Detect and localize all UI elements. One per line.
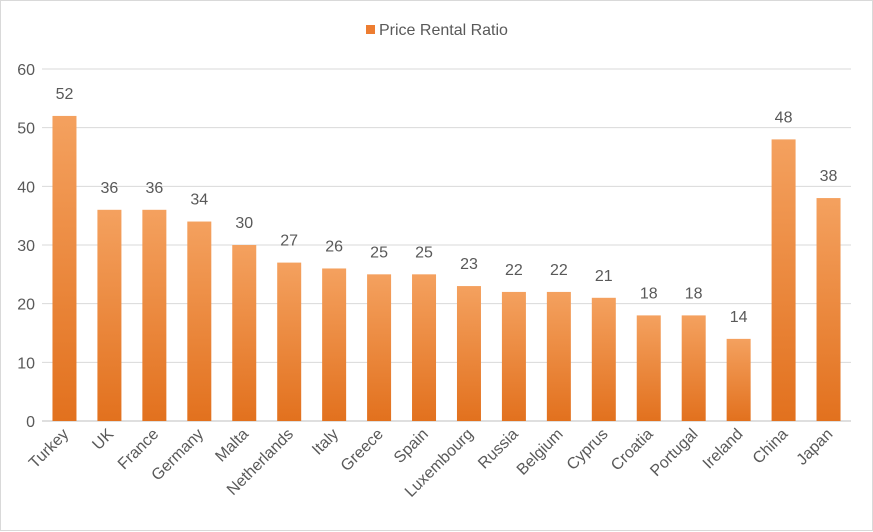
legend: Price Rental Ratio xyxy=(366,22,508,39)
data-label: 22 xyxy=(550,262,568,279)
y-tick-label: 10 xyxy=(17,355,35,372)
data-label: 18 xyxy=(685,285,703,302)
data-label: 36 xyxy=(145,180,163,197)
x-tick-label: Belgium xyxy=(514,426,567,479)
bar xyxy=(681,315,706,421)
data-label: 25 xyxy=(370,244,388,261)
bar xyxy=(546,291,571,421)
bar xyxy=(726,338,751,421)
x-tick-label: China xyxy=(750,426,792,468)
bar xyxy=(142,209,167,421)
x-tick-label: UK xyxy=(90,426,118,454)
legend-swatch xyxy=(366,25,375,34)
bar xyxy=(187,221,212,421)
y-tick-label: 20 xyxy=(17,297,35,314)
data-label: 21 xyxy=(595,268,613,285)
gridlines xyxy=(42,68,851,422)
bar xyxy=(97,209,122,421)
bar xyxy=(636,315,661,421)
bar xyxy=(277,262,302,421)
y-tick-label: 40 xyxy=(17,179,35,196)
bar xyxy=(501,291,526,421)
bars xyxy=(52,115,841,421)
data-label: 48 xyxy=(775,109,793,126)
x-tick-label: Malta xyxy=(212,426,252,466)
bar xyxy=(412,274,437,421)
data-label: 30 xyxy=(235,215,253,232)
data-label: 26 xyxy=(325,238,343,255)
data-label: 14 xyxy=(730,309,748,326)
x-tick-label: Ireland xyxy=(700,426,747,473)
y-tick-label: 50 xyxy=(17,121,35,138)
x-tick-label: Portugal xyxy=(647,426,701,480)
bar xyxy=(771,139,796,421)
bar xyxy=(52,115,77,421)
y-tick-label: 60 xyxy=(17,62,35,79)
x-tick-label: Cyprus xyxy=(564,426,612,474)
data-labels: 52 36 36 34 30 27 26 25 25 23 22 22 21 18 18 14 48 38 xyxy=(56,86,838,326)
bar xyxy=(322,268,347,421)
data-label: 25 xyxy=(415,244,433,261)
bar xyxy=(591,297,616,421)
bar xyxy=(816,198,841,421)
data-label: 23 xyxy=(460,256,478,273)
legend-label: Price Rental Ratio xyxy=(379,22,508,39)
y-tick-label: 0 xyxy=(26,414,35,431)
bar xyxy=(367,274,392,421)
x-tick-label: Spain xyxy=(391,426,432,467)
y-axis-ticks: 0 10 20 30 40 50 60 xyxy=(17,62,35,431)
x-tick-label: Turkey xyxy=(26,426,72,472)
data-label: 52 xyxy=(56,86,74,103)
x-tick-label: Greece xyxy=(338,426,387,475)
data-label: 38 xyxy=(820,168,838,185)
data-label: 34 xyxy=(190,192,208,209)
y-tick-label: 30 xyxy=(17,238,35,255)
data-label: 18 xyxy=(640,285,658,302)
data-label: 36 xyxy=(101,180,119,197)
x-tick-label: Italy xyxy=(309,426,342,459)
data-label: 22 xyxy=(505,262,523,279)
x-tick-label: Japan xyxy=(794,426,837,469)
bar xyxy=(232,245,257,421)
bar xyxy=(456,286,481,421)
data-label: 27 xyxy=(280,233,298,250)
